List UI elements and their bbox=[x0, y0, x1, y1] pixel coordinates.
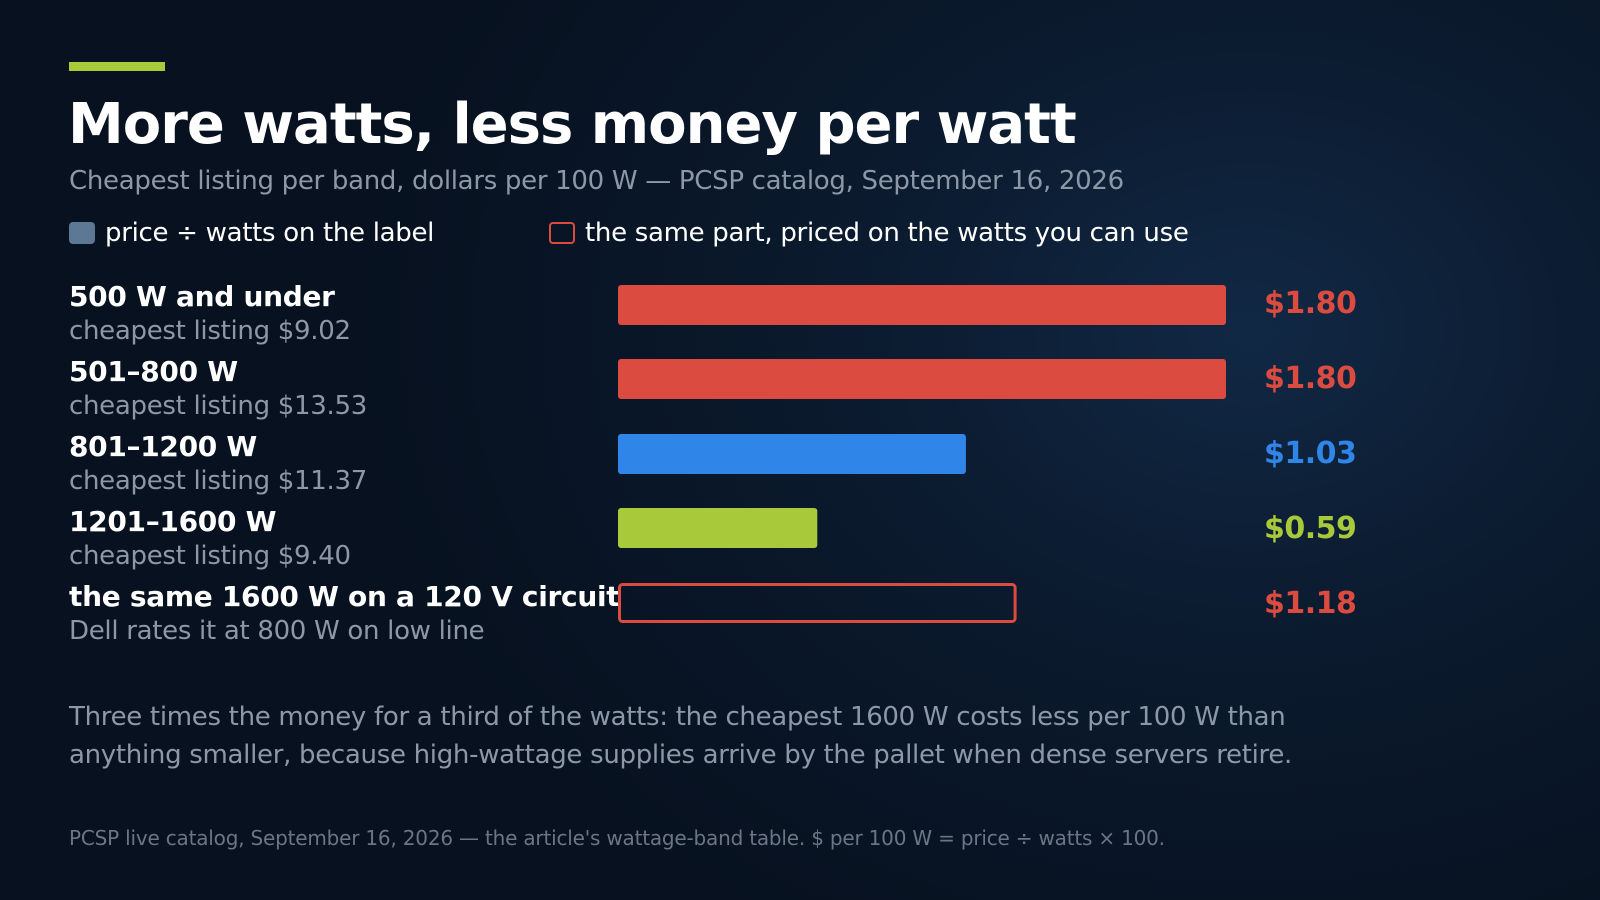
category-sub: cheapest listing $9.40 bbox=[69, 541, 351, 571]
category-name: 500 W and under bbox=[69, 280, 335, 313]
category-name: the same 1600 W on a 120 V circuit bbox=[69, 580, 620, 613]
title-accent-bar bbox=[69, 62, 165, 71]
legend-swatch-outline bbox=[549, 222, 575, 244]
category-label-801-1200w: 801–1200 W cheapest listing $11.37 bbox=[69, 430, 367, 498]
value-label: $0.59 bbox=[1264, 511, 1357, 546]
chart-subtitle: Cheapest listing per band, dollars per 1… bbox=[69, 166, 1124, 196]
category-sub: cheapest listing $9.02 bbox=[69, 316, 351, 346]
category-label-1600w-120v: the same 1600 W on a 120 V circuit Dell … bbox=[69, 580, 620, 648]
value-label: $1.18 bbox=[1264, 586, 1357, 621]
category-sub: Dell rates it at 800 W on low line bbox=[69, 616, 485, 646]
bar-4 bbox=[618, 583, 1017, 623]
category-sub: cheapest listing $13.53 bbox=[69, 391, 367, 421]
bar-2 bbox=[618, 434, 966, 474]
value-label: $1.03 bbox=[1264, 436, 1357, 471]
value-label: $1.80 bbox=[1264, 361, 1357, 396]
category-name: 801–1200 W bbox=[69, 430, 258, 463]
legend-swatch-filled bbox=[69, 222, 95, 244]
legend-label: the same part, priced on the watts you c… bbox=[585, 218, 1189, 248]
category-label-1201-1600w: 1201–1600 W cheapest listing $9.40 bbox=[69, 505, 351, 573]
category-label-500w: 500 W and under cheapest listing $9.02 bbox=[69, 280, 351, 348]
legend-item-usable-price: the same part, priced on the watts you c… bbox=[549, 218, 1189, 248]
category-label-501-800w: 501–800 W cheapest listing $13.53 bbox=[69, 355, 367, 423]
legend-item-label-price: price ÷ watts on the label bbox=[69, 218, 434, 248]
chart-note: Three times the money for a third of the… bbox=[69, 702, 1293, 770]
bar-0 bbox=[618, 285, 1226, 325]
chart-title: More watts, less money per watt bbox=[68, 92, 1077, 157]
category-name: 501–800 W bbox=[69, 355, 238, 388]
legend-label: price ÷ watts on the label bbox=[105, 218, 435, 248]
value-label: $1.80 bbox=[1264, 286, 1357, 321]
category-sub: cheapest listing $11.37 bbox=[69, 466, 367, 496]
source-note: PCSP live catalog, September 16, 2026 — … bbox=[69, 826, 1165, 850]
category-name: 1201–1600 W bbox=[69, 505, 277, 538]
bar-3 bbox=[618, 508, 818, 548]
bar-1 bbox=[618, 359, 1226, 399]
